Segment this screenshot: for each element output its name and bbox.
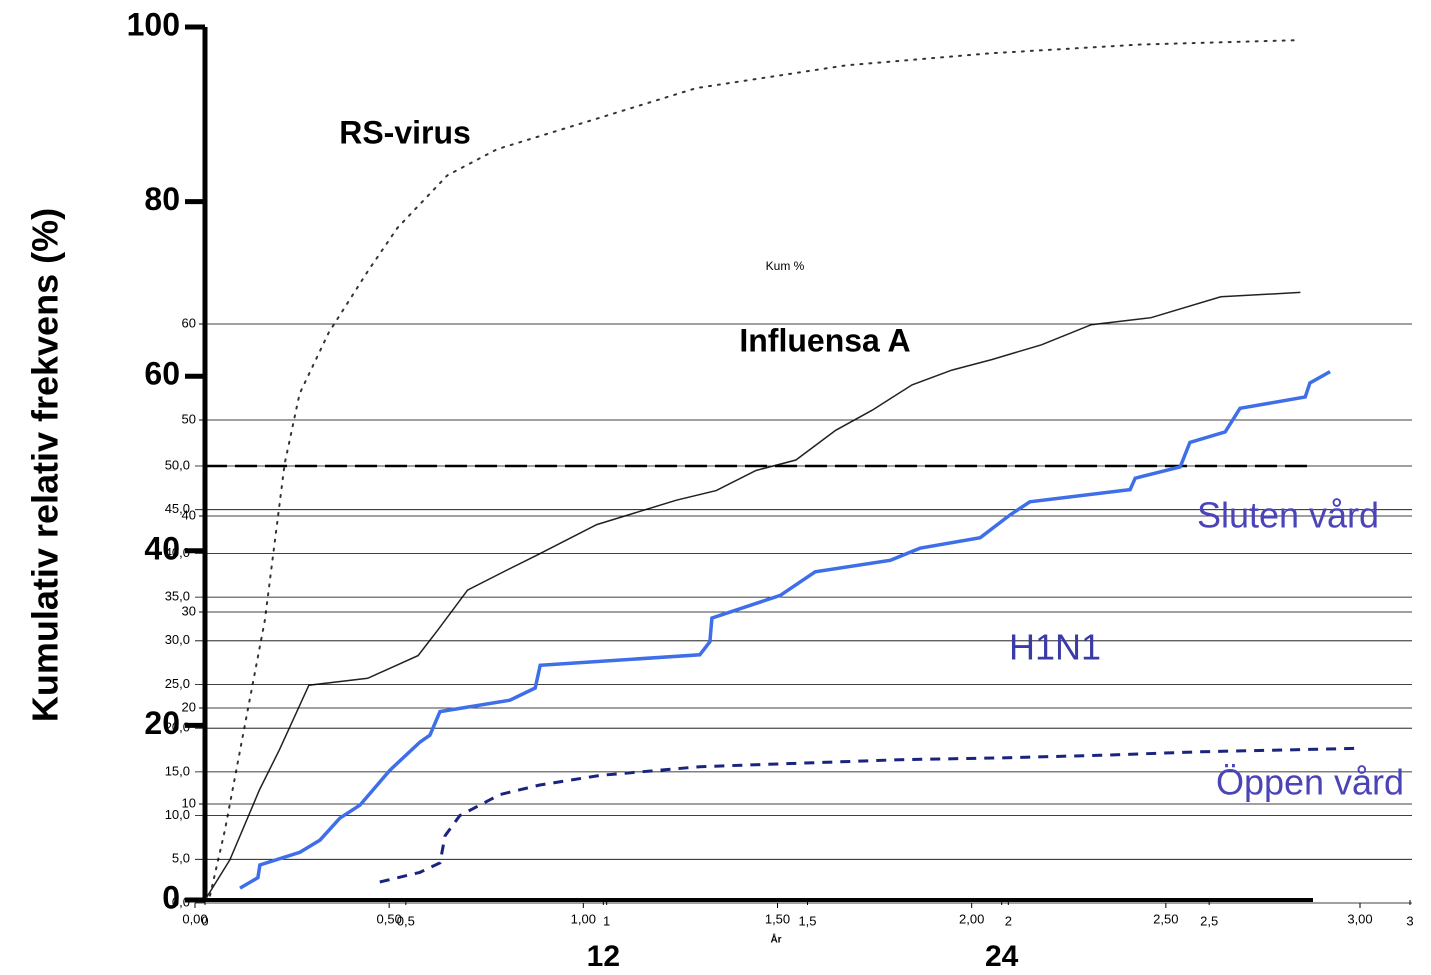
- x-tick-label: 2,50: [1153, 911, 1178, 926]
- y-tick-label: 60: [182, 315, 196, 330]
- y-tick-label: 60: [144, 356, 180, 392]
- y-tick-label: 20: [144, 705, 180, 741]
- x-tick-label: 3,00: [1347, 911, 1372, 926]
- inner-title: Kum %: [766, 259, 805, 273]
- line-series: [209, 39, 1302, 897]
- y-tick-label: 20: [182, 699, 196, 714]
- y-tick-label: 35,0: [165, 589, 190, 604]
- y-tick-label: 80: [144, 181, 180, 217]
- y-tick-label: 40: [182, 507, 196, 522]
- y-tick-label: 45,0: [165, 501, 190, 516]
- series-label: Sluten vård: [1197, 495, 1379, 536]
- x-tick-label: 0: [201, 913, 208, 928]
- x-tick-label: 0,00: [182, 911, 207, 926]
- y-tick-label: 20,0: [165, 720, 190, 735]
- x-tick-label: 24: [985, 940, 1019, 973]
- series-label: RS-virus: [339, 114, 471, 150]
- y-tick-label: 40: [144, 530, 180, 566]
- y-tick-label: 50,0: [165, 457, 190, 472]
- x-tick-label: 1,5: [798, 913, 816, 928]
- y-tick-label: 30: [182, 603, 196, 618]
- y-tick-label: 10,0: [165, 807, 190, 822]
- y-axis-title: Kumulativ relativ frekvens (%): [25, 208, 66, 722]
- x-tick-label: 2: [1005, 913, 1012, 928]
- y-tick-label: 100: [127, 6, 180, 42]
- x-tick-label: 12: [587, 940, 620, 973]
- y-tick-label: 40,0: [165, 545, 190, 560]
- line-series: [204, 291, 1301, 901]
- x-axis-title: År: [770, 933, 781, 946]
- series-label: Influensa A: [739, 322, 910, 358]
- x-tick-label: 1,50: [765, 911, 790, 926]
- x-tick-label: 2,5: [1200, 913, 1218, 928]
- x-tick-label: 0,50: [377, 911, 402, 926]
- y-tick-label: 15,0: [165, 763, 190, 778]
- x-tick-label: 0,5: [397, 913, 415, 928]
- y-tick-label: 25,0: [165, 676, 190, 691]
- x-tick-label: 3: [1406, 913, 1413, 928]
- y-tick-label: 50: [182, 411, 196, 426]
- line-series: [379, 746, 1361, 884]
- y-tick-label: 10: [182, 795, 196, 810]
- x-tick-label: 1: [603, 913, 610, 928]
- annotation: H1N1: [1009, 627, 1101, 668]
- series-label: Öppen vård: [1216, 762, 1404, 803]
- x-tick-label: 1,00: [571, 911, 596, 926]
- y-tick-label: 5,0: [172, 851, 190, 866]
- x-tick-label: 2,00: [959, 911, 984, 926]
- line-series: [239, 370, 1331, 890]
- y-tick-label: 0: [162, 879, 180, 915]
- y-tick-label: 30,0: [165, 632, 190, 647]
- y-tick-label: 0,0: [172, 894, 190, 909]
